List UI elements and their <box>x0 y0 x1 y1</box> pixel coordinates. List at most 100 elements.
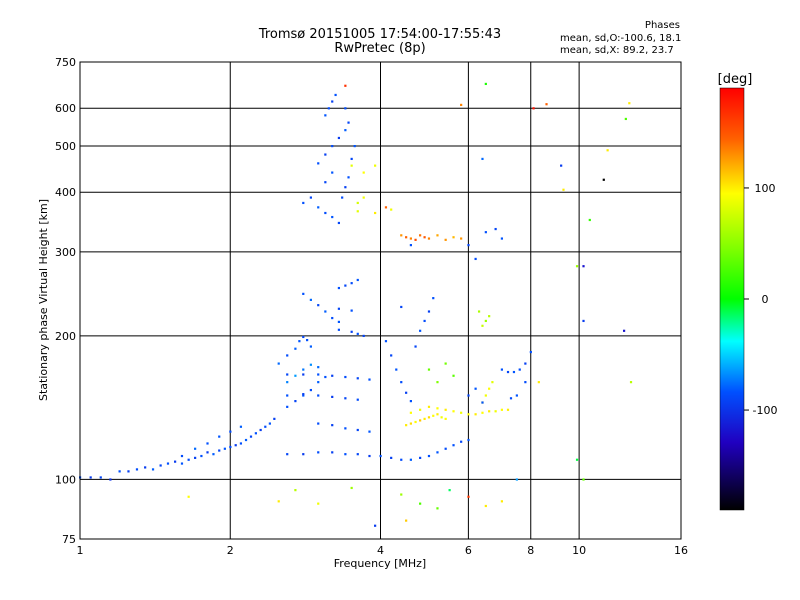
data-point <box>432 297 435 300</box>
data-point <box>460 440 463 443</box>
data-point <box>118 470 121 473</box>
data-point <box>344 427 347 430</box>
y-axis-label: Stationary phase Virtual Height [km] <box>37 199 50 401</box>
data-point <box>356 278 359 282</box>
data-point <box>362 171 365 174</box>
data-point <box>127 470 130 473</box>
phases-o-stats: mean, sd,O:-100.6, 18.1 <box>560 33 682 44</box>
data-point <box>409 244 412 247</box>
data-point <box>506 370 510 374</box>
data-point <box>317 366 320 369</box>
data-point <box>180 462 184 465</box>
data-point <box>344 397 347 400</box>
data-point <box>582 265 585 268</box>
data-point <box>427 454 431 458</box>
data-point <box>452 236 455 239</box>
data-point <box>277 500 280 503</box>
data-point <box>259 428 262 432</box>
y-tick-label: 600 <box>55 102 76 115</box>
data-point <box>448 489 451 492</box>
data-point <box>234 444 237 447</box>
data-point <box>500 368 504 371</box>
data-point <box>474 257 477 261</box>
data-point <box>298 340 301 343</box>
data-point <box>409 400 412 403</box>
data-point <box>331 424 334 427</box>
data-point <box>306 338 309 342</box>
data-point <box>374 524 377 527</box>
data-point <box>474 387 477 390</box>
data-point <box>324 211 327 215</box>
data-point <box>337 328 341 331</box>
data-point <box>302 292 305 295</box>
data-point <box>302 453 305 456</box>
x-axis-label: Frequency [MHz] <box>334 557 426 570</box>
data-point <box>331 316 334 320</box>
data-point <box>419 419 422 422</box>
data-point <box>309 388 312 392</box>
data-point <box>444 362 447 365</box>
data-point <box>331 215 334 219</box>
data-point <box>484 394 487 397</box>
data-point <box>350 330 353 333</box>
plot-frame <box>79 61 682 540</box>
data-point <box>309 196 312 199</box>
data-point <box>229 445 232 449</box>
data-point <box>344 453 347 456</box>
data-point <box>206 451 209 454</box>
x-tick-label: 1 <box>77 544 84 557</box>
data-point <box>414 238 417 241</box>
y-tick-label: 300 <box>55 246 76 259</box>
data-point <box>444 238 447 241</box>
data-point <box>374 211 377 215</box>
data-point <box>344 107 347 110</box>
data-point <box>356 398 359 401</box>
data-point <box>582 478 585 481</box>
data-point <box>436 407 439 410</box>
data-point <box>628 102 631 105</box>
data-point <box>356 332 359 335</box>
phase-colorbar <box>719 87 745 511</box>
data-point <box>622 329 626 332</box>
data-point <box>529 350 532 354</box>
data-point <box>324 310 327 313</box>
data-point <box>317 502 320 505</box>
data-point <box>524 381 527 384</box>
data-point <box>334 93 337 97</box>
data-point <box>374 164 377 167</box>
data-point <box>331 374 334 377</box>
data-point <box>481 157 484 161</box>
data-point <box>484 82 487 86</box>
data-point <box>337 286 341 290</box>
data-point <box>419 502 422 505</box>
data-point <box>159 464 162 467</box>
data-point <box>317 394 320 397</box>
data-point <box>575 265 579 268</box>
data-point <box>309 345 312 348</box>
data-point <box>432 414 435 417</box>
data-point <box>317 373 320 376</box>
data-point <box>532 107 535 110</box>
data-point <box>390 456 393 459</box>
data-point <box>488 410 491 413</box>
data-point <box>187 458 190 461</box>
data-point <box>409 237 412 240</box>
data-point <box>294 347 297 350</box>
phases-heading: Phases <box>644 20 680 31</box>
data-point <box>362 334 365 338</box>
grid-lines <box>79 61 682 540</box>
data-point <box>286 381 289 384</box>
data-point <box>331 395 334 398</box>
data-point <box>423 319 426 323</box>
data-point <box>187 495 190 498</box>
data-point <box>302 335 305 339</box>
data-point <box>337 136 341 140</box>
data-point <box>368 454 371 458</box>
data-point <box>356 201 359 205</box>
data-point <box>537 381 540 384</box>
data-point <box>474 413 477 416</box>
data-point <box>331 100 334 103</box>
data-point <box>337 320 341 323</box>
data-point <box>481 411 484 414</box>
data-point <box>244 438 248 442</box>
